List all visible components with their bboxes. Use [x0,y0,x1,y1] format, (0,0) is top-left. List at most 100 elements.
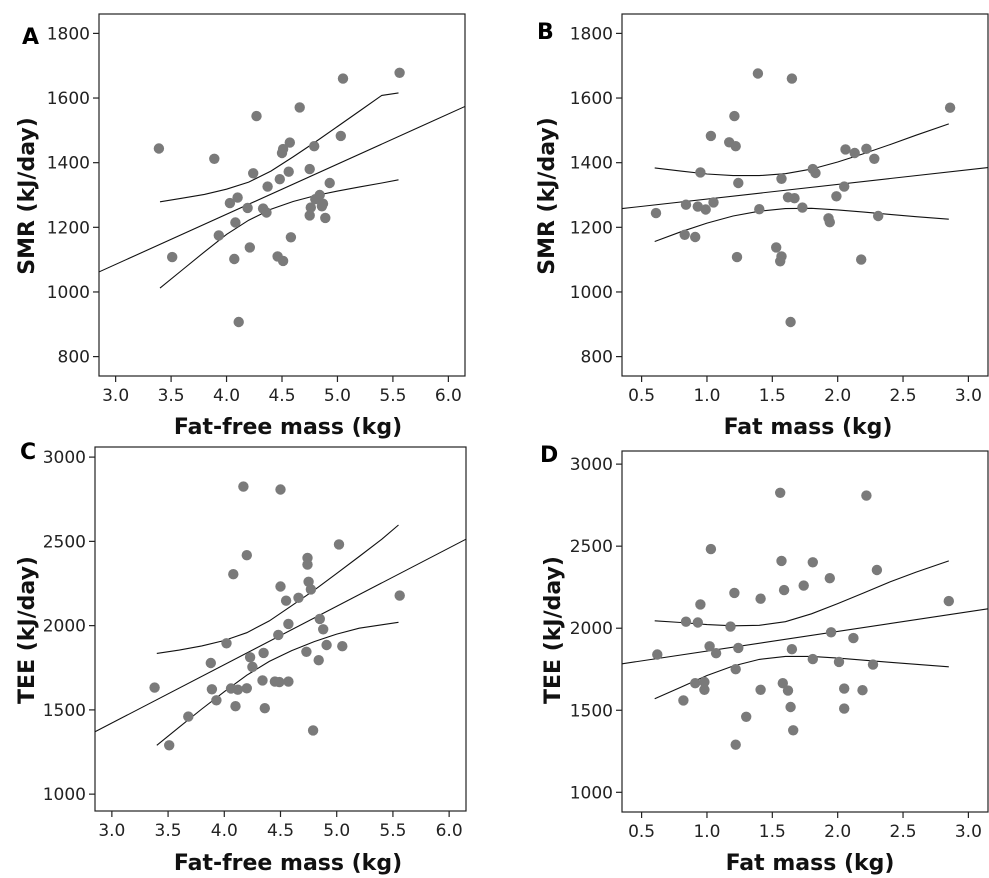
data-point-c [258,647,269,659]
data-point-a [213,230,224,241]
data-point-a [314,189,325,201]
data-point-b [776,251,787,262]
data-point-c [318,624,329,635]
data-point-a [209,153,220,164]
data-point-d [833,656,845,668]
panel-a: 3.0 3.5 4.0 4.5 5.0 5.5 6.0 800 1000 1200 1400 1600… [15,13,466,440]
data-point-d [824,573,835,584]
y-tick-label-a: 1000 [47,283,90,303]
y-tick-label-a: 800 [58,348,90,368]
y-axis-title-c: TEE (kJ/day) [15,556,40,704]
x-tick-label-d: 1.0 [693,822,720,842]
panel-b: 0.5 1.0 1.5 2.0 2.5 3.0 800 1000 1200 1400 1600 180… [535,13,989,440]
data-point-c [275,581,286,592]
y-tick-label-b: 1400 [570,154,613,174]
data-point-c [247,661,258,673]
y-tick-label-c: 2000 [43,617,86,637]
data-point-c [211,695,222,706]
data-point-c [321,639,332,651]
x-tick-label-d: 3.0 [955,822,982,842]
data-point-d [699,676,710,688]
data-point-b [824,217,835,228]
data-point-a [309,141,320,152]
data-point-a [283,166,294,177]
data-point-b [690,231,701,243]
data-point-c [149,682,160,693]
y-tick-label-c: 2500 [43,532,86,552]
regression-line-b [622,166,988,210]
x-tick-label-c: 3.5 [155,821,182,841]
y-tick-label-a: 1200 [47,218,90,238]
data-point-c [230,701,241,712]
x-tick-label-b: 3.0 [955,386,982,406]
data-point-b [680,199,692,210]
data-point-d [807,653,818,665]
data-point-b [731,251,743,263]
data-point-a [229,253,240,265]
data-point-a [261,207,272,218]
data-point-b [869,153,880,164]
x-tick-label-c: 4.5 [267,821,294,841]
x-tick-label-c: 6.0 [436,821,463,841]
x-tick-label-b: 2.5 [890,386,917,406]
data-point-d [943,595,954,607]
confidence-lower-a [159,179,399,289]
y-tick-label-d: 3000 [570,455,613,475]
data-point-b [797,202,808,213]
panel-letter-c: C [20,440,36,465]
data-point-c [301,646,312,657]
x-tick-label-a: 5.0 [324,386,351,406]
data-point-c [293,592,304,603]
data-point-d [680,616,692,627]
data-point-c [314,613,325,625]
x-tick-label-d: 1.5 [759,822,786,842]
data-point-b [789,193,800,204]
data-point-d [777,678,788,689]
data-point-d [690,678,701,689]
data-point-b [729,110,740,122]
confidence-upper-a [159,92,399,203]
data-point-c [333,539,345,550]
data-point-a [233,316,244,328]
data-point-b [839,181,850,192]
confidence-upper-c [156,524,399,654]
data-point-a [304,210,315,221]
data-point-c [337,641,348,652]
data-point-b [786,73,798,84]
y-tick-label-c: 3000 [43,448,86,468]
data-point-a [248,168,259,179]
confidence-upper-d [654,560,949,627]
x-tick-label-c: 3.0 [98,821,125,841]
y-tick-label-a: 1400 [47,154,90,174]
y-tick-label-d: 1000 [570,783,613,803]
data-point-b [733,177,744,189]
x-axis-title-d: Fat mass (kg) [726,851,895,876]
data-point-a [294,102,305,113]
x-tick-label-a: 4.5 [268,386,295,406]
data-point-c [259,703,270,714]
data-point-c [228,569,239,580]
data-point-d [775,487,786,498]
data-point-b [785,316,796,328]
data-point-a [242,202,253,214]
data-point-a [274,174,285,185]
data-point-b [679,229,690,240]
data-point-d [825,627,837,638]
data-point-a [320,212,331,224]
data-point-b [944,102,956,113]
data-point-c [275,484,286,495]
data-point-b [771,242,782,253]
data-point-b [708,197,719,208]
confidence-lower-d [654,655,949,700]
data-point-a [262,181,273,192]
y-tick-label-d: 2500 [570,537,613,557]
data-point-d [695,599,706,610]
data-point-c [241,550,252,561]
data-point-d [785,701,796,713]
panel-letter-b: B [537,20,554,45]
data-point-a [324,177,335,189]
data-point-c [274,676,285,688]
x-axis-title-a: Fat-free mass (kg) [174,415,402,440]
data-point-a [394,67,405,79]
